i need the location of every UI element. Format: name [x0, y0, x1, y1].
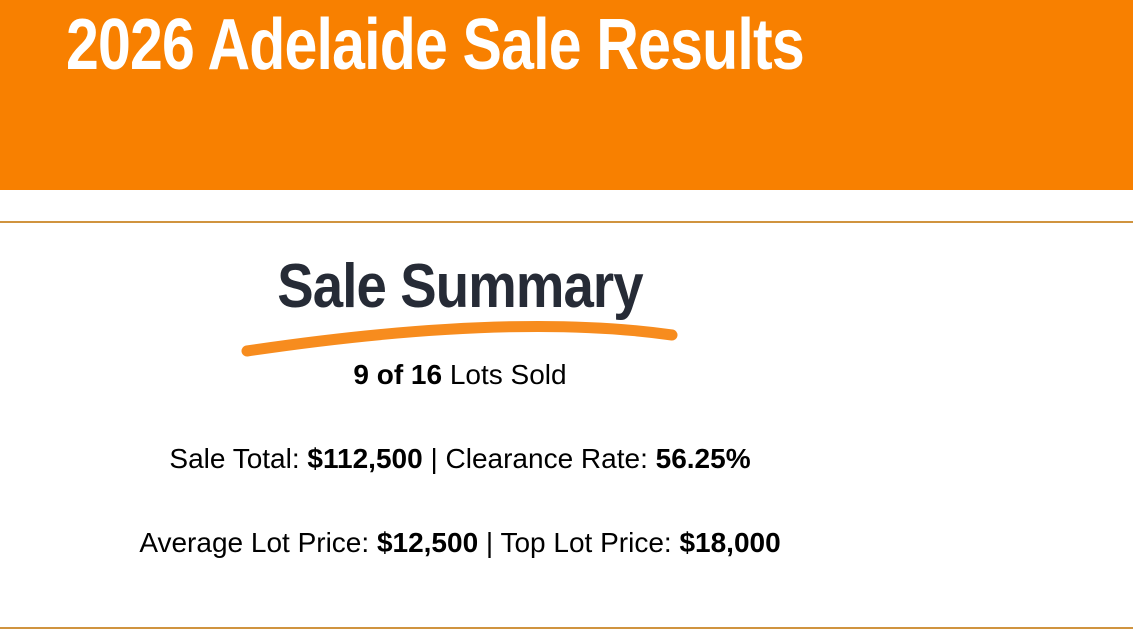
sale-summary-section: Sale Summary 9 of 16 Lots Sold Sale Tota… [0, 251, 920, 559]
lots-sold-count: 9 of 16 [353, 359, 443, 391]
header-banner: 2026 Adelaide Sale Results [0, 0, 1133, 190]
average-lot-price-value: $12,500 [376, 526, 479, 558]
clearance-rate-label: Clearance Rate: [445, 443, 656, 475]
average-lot-price-label: Average Lot Price: [139, 526, 377, 558]
sale-total-label: Sale Total: [169, 443, 308, 475]
swoosh-underline-icon [241, 321, 678, 357]
sale-total-line: Sale Total: $112,500 | Clearance Rate: 5… [0, 443, 920, 475]
separator-pipe: | [422, 443, 446, 475]
top-divider [0, 221, 1133, 223]
page-title: 2026 Adelaide Sale Results [66, 5, 805, 85]
lots-sold-label: Lots Sold [442, 359, 567, 391]
average-price-line: Average Lot Price: $12,500 | Top Lot Pri… [0, 526, 920, 559]
top-lot-price-value: $18,000 [679, 526, 781, 558]
bottom-divider [0, 626, 1133, 629]
clearance-rate-value: 56.25% [655, 443, 751, 475]
top-lot-price-label: Top Lot Price: [500, 526, 680, 558]
sale-total-value: $112,500 [307, 443, 423, 475]
section-heading: Sale Summary [277, 252, 643, 321]
separator-pipe: | [478, 526, 501, 558]
lots-sold-line: 9 of 16 Lots Sold [0, 359, 920, 391]
